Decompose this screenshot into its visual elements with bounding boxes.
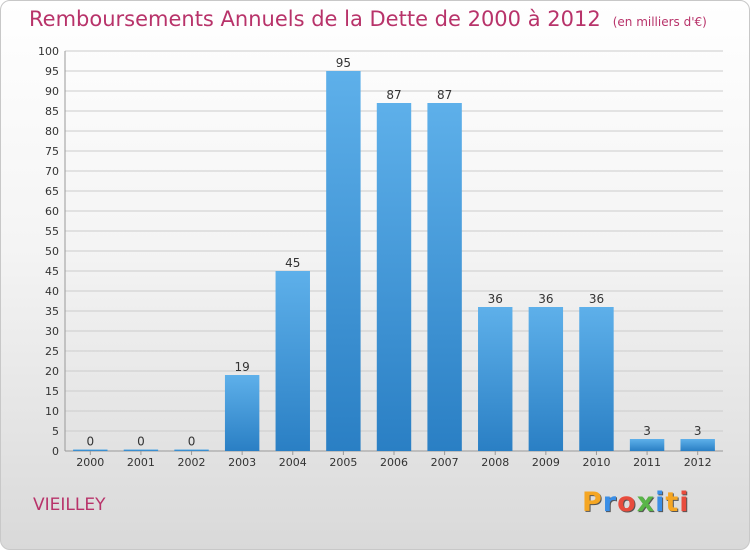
commune-name: VIEILLEY [33,495,106,515]
y-tick-label: 65 [45,185,59,198]
chart-title: Remboursements Annuels de la Dette de 20… [29,7,707,31]
x-tick-label: 2011 [633,456,661,469]
x-tick-label: 2010 [582,456,610,469]
x-tick-label: 2007 [431,456,459,469]
bar [629,439,665,451]
data-label: 3 [694,424,702,438]
bar [528,307,564,451]
x-tick-label: 2000 [76,456,104,469]
y-tick-label: 100 [38,45,59,58]
bar [174,449,209,451]
y-tick-label: 85 [45,105,59,118]
data-label: 19 [235,360,250,374]
bar [275,271,310,451]
bar [73,449,108,451]
bar [680,439,715,451]
data-label: 36 [488,292,503,306]
x-tick-label: 2009 [532,456,560,469]
y-tick-label: 90 [45,85,59,98]
logo-letter: x [636,487,656,518]
x-tick-label: 2008 [481,456,509,469]
y-tick-label: 60 [45,205,59,218]
y-tick-label: 50 [45,245,59,258]
logo-letter: o [617,487,637,518]
y-tick-label: 70 [45,165,59,178]
y-tick-label: 15 [45,385,59,398]
y-tick-label: 0 [52,445,59,458]
logo-letter: i [679,487,690,518]
x-tick-label: 2003 [228,456,256,469]
data-label: 0 [188,435,196,449]
y-tick-label: 20 [45,365,59,378]
data-label: 0 [86,435,94,449]
x-tick-label: 2006 [380,456,408,469]
data-label: 87 [437,88,452,102]
bar [478,307,513,451]
y-tick-label: 75 [45,145,59,158]
data-label: 36 [538,292,553,306]
x-tick-label: 2001 [127,456,155,469]
data-label: 0 [137,435,145,449]
chart-unit: (en milliers d'€) [612,15,707,29]
proxiti-logo: Proxiti [582,487,690,518]
bar [326,71,361,451]
y-tick-label: 45 [45,265,59,278]
data-label: 3 [643,424,651,438]
data-label: 87 [386,88,401,102]
bar [427,103,462,451]
y-tick-label: 35 [45,305,59,318]
y-tick-label: 40 [45,285,59,298]
y-tick-label: 55 [45,225,59,238]
x-tick-label: 2012 [684,456,712,469]
data-label: 45 [285,256,300,270]
chart-title-text: Remboursements Annuels de la Dette de 20… [29,7,601,31]
logo-letter: P [582,487,603,518]
bar [123,449,159,451]
data-label: 36 [589,292,604,306]
x-tick-label: 2004 [279,456,307,469]
y-tick-label: 5 [52,425,59,438]
y-tick-label: 80 [45,125,59,138]
data-label: 95 [336,56,351,70]
y-tick-label: 10 [45,405,59,418]
bar [579,307,614,451]
y-tick-label: 30 [45,325,59,338]
x-tick-label: 2002 [178,456,206,469]
x-tick-label: 2005 [329,456,357,469]
bar [376,103,412,451]
y-tick-label: 25 [45,345,59,358]
logo-letter: i [655,487,666,518]
y-tick-label: 95 [45,65,59,78]
logo-letter: t [665,487,680,518]
bar [224,375,260,451]
logo-letter: r [602,487,618,518]
